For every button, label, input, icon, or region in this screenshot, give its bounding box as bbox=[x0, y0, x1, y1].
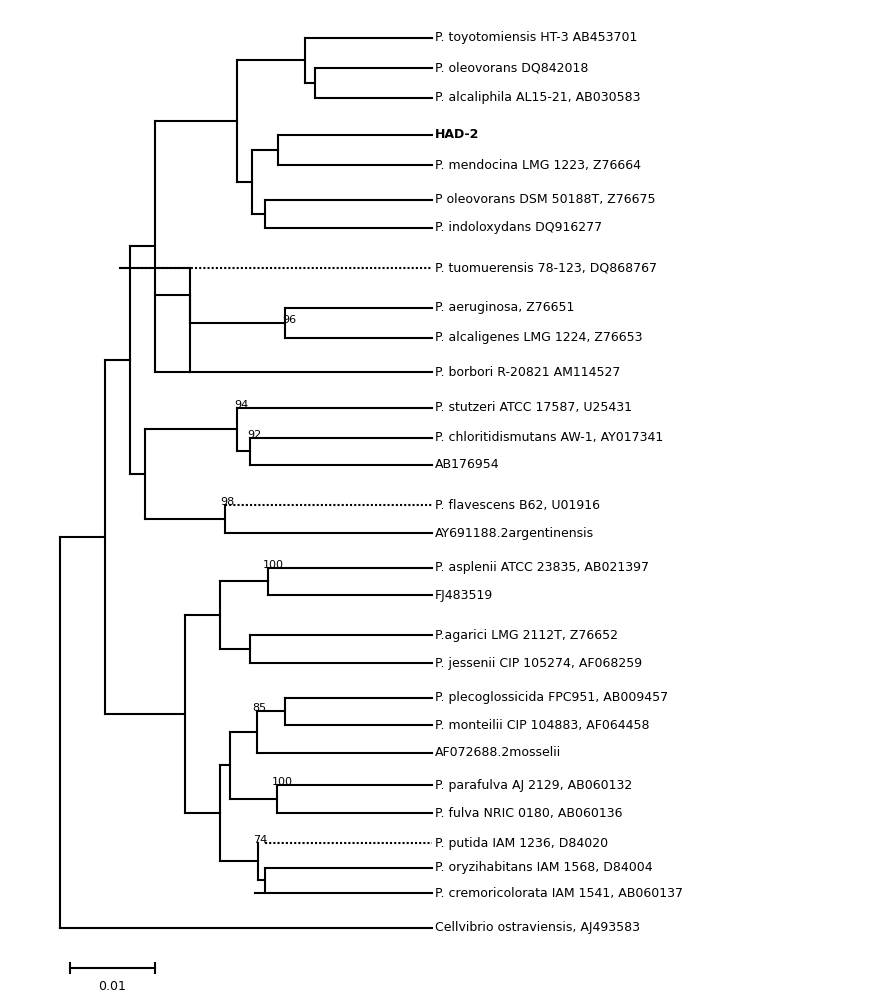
Text: 74: 74 bbox=[253, 835, 267, 845]
Text: 98: 98 bbox=[220, 497, 234, 507]
Text: P. oleovorans DQ842018: P. oleovorans DQ842018 bbox=[434, 62, 587, 75]
Text: P. stutzeri ATCC 17587, U25431: P. stutzeri ATCC 17587, U25431 bbox=[434, 401, 631, 414]
Text: FJ483519: FJ483519 bbox=[434, 588, 493, 601]
Text: AF072688.2mosselii: AF072688.2mosselii bbox=[434, 746, 561, 760]
Text: P. parafulva AJ 2129, AB060132: P. parafulva AJ 2129, AB060132 bbox=[434, 778, 632, 792]
Text: P. aeruginosa, Z76651: P. aeruginosa, Z76651 bbox=[434, 302, 574, 314]
Text: P. monteilii CIP 104883, AF064458: P. monteilii CIP 104883, AF064458 bbox=[434, 718, 649, 732]
Text: 85: 85 bbox=[252, 703, 266, 713]
Text: P. mendocina LMG 1223, Z76664: P. mendocina LMG 1223, Z76664 bbox=[434, 158, 640, 172]
Text: P. indoloxydans DQ916277: P. indoloxydans DQ916277 bbox=[434, 222, 601, 234]
Text: AY691188.2argentinensis: AY691188.2argentinensis bbox=[434, 526, 594, 540]
Text: 92: 92 bbox=[247, 430, 261, 440]
Text: P. cremoricolorata IAM 1541, AB060137: P. cremoricolorata IAM 1541, AB060137 bbox=[434, 886, 682, 900]
Text: Cellvibrio ostraviensis, AJ493583: Cellvibrio ostraviensis, AJ493583 bbox=[434, 922, 640, 934]
Text: P.agarici LMG 2112T, Z76652: P.agarici LMG 2112T, Z76652 bbox=[434, 629, 617, 642]
Text: P oleovorans DSM 50188T, Z76675: P oleovorans DSM 50188T, Z76675 bbox=[434, 194, 654, 207]
Text: 0.01: 0.01 bbox=[98, 980, 126, 993]
Text: 96: 96 bbox=[282, 315, 295, 325]
Text: P. toyotomiensis HT-3 AB453701: P. toyotomiensis HT-3 AB453701 bbox=[434, 31, 637, 44]
Text: P. alcaliphila AL15-21, AB030583: P. alcaliphila AL15-21, AB030583 bbox=[434, 92, 640, 104]
Text: 94: 94 bbox=[234, 400, 248, 410]
Text: AB176954: AB176954 bbox=[434, 458, 499, 472]
Text: P. flavescens B62, U01916: P. flavescens B62, U01916 bbox=[434, 498, 600, 512]
Text: HAD-2: HAD-2 bbox=[434, 128, 479, 141]
Text: P. alcaligenes LMG 1224, Z76653: P. alcaligenes LMG 1224, Z76653 bbox=[434, 332, 642, 344]
Text: P. fulva NRIC 0180, AB060136: P. fulva NRIC 0180, AB060136 bbox=[434, 806, 622, 820]
Text: P. asplenii ATCC 23835, AB021397: P. asplenii ATCC 23835, AB021397 bbox=[434, 562, 648, 574]
Text: P. putida IAM 1236, D84020: P. putida IAM 1236, D84020 bbox=[434, 836, 607, 850]
Text: P. borbori R-20821 AM114527: P. borbori R-20821 AM114527 bbox=[434, 365, 620, 378]
Text: 100: 100 bbox=[262, 560, 283, 570]
Text: 100: 100 bbox=[272, 777, 293, 787]
Text: P. plecoglossicida FPC951, AB009457: P. plecoglossicida FPC951, AB009457 bbox=[434, 692, 667, 704]
Text: P. oryzihabitans IAM 1568, D84004: P. oryzihabitans IAM 1568, D84004 bbox=[434, 861, 652, 874]
Text: P. chloritidismutans AW-1, AY017341: P. chloritidismutans AW-1, AY017341 bbox=[434, 432, 662, 444]
Text: P. tuomuerensis 78-123, DQ868767: P. tuomuerensis 78-123, DQ868767 bbox=[434, 261, 656, 274]
Text: P. jessenii CIP 105274, AF068259: P. jessenii CIP 105274, AF068259 bbox=[434, 656, 641, 670]
